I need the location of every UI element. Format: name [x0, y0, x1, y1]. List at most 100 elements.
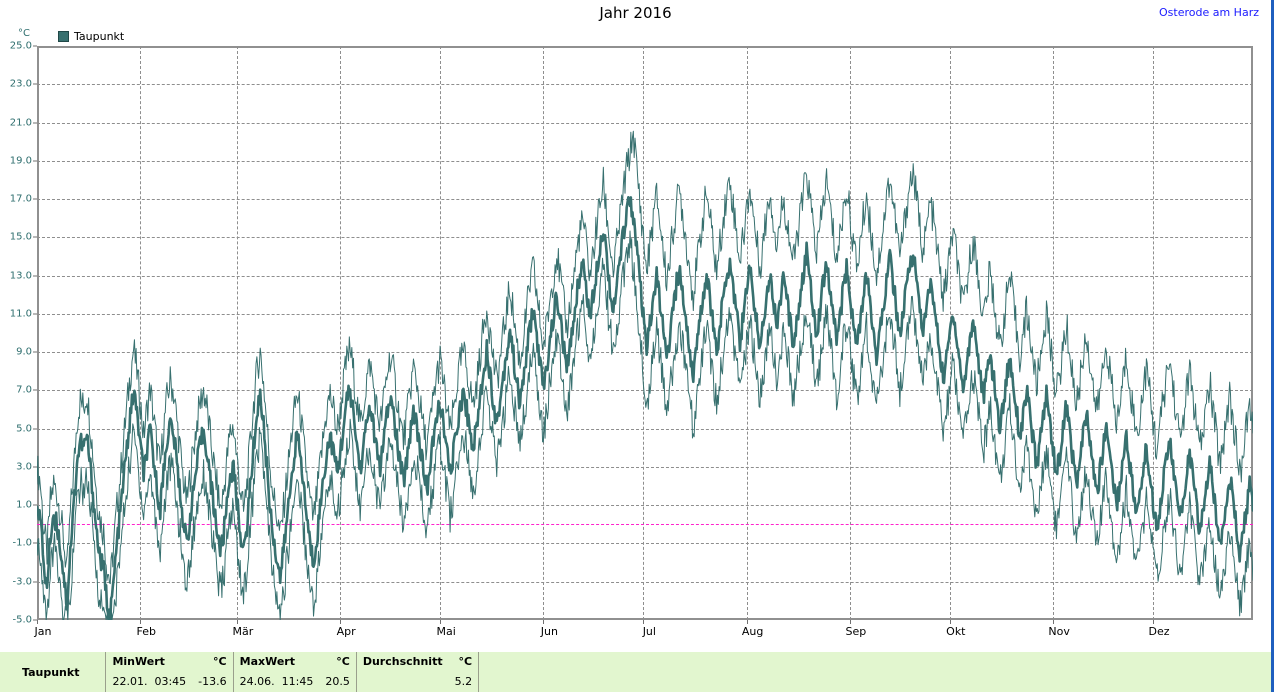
y-axis-tick-mark [33, 160, 37, 162]
x-axis-tick-mark [643, 620, 645, 624]
series-line-avg [37, 196, 1253, 620]
y-axis-tick-mark [33, 83, 37, 85]
y-axis-tick-mark [33, 45, 37, 47]
x-axis-tick-label-feb: Feb [136, 625, 157, 638]
y-axis-tick-mark [33, 504, 37, 506]
y-axis-tick-label: 3.0 [16, 461, 32, 473]
x-axis-tick-label-mai: Mai [436, 625, 456, 638]
max-header: MaxWert [232, 652, 320, 671]
gridline-vertical [340, 46, 342, 620]
gridline-horizontal [37, 352, 1253, 354]
x-axis-tick-label-aug: Aug [741, 625, 764, 638]
max-time: 11:45 [281, 675, 314, 688]
gridline-horizontal [37, 275, 1253, 277]
gridline-horizontal [37, 122, 1253, 124]
series-line-max [37, 130, 1253, 585]
avg-value: 5.2 [454, 675, 473, 688]
x-axis-tick-mark [543, 620, 545, 624]
table-value-row: 22.01. 03:45 -13.6 24.06. 11:45 20.5 5.2 [0, 671, 491, 692]
station-name-link[interactable]: Osterode am Harz [1159, 6, 1259, 19]
y-axis-tick-mark [33, 619, 37, 621]
gridline-vertical [643, 46, 645, 620]
y-axis-tick-mark [33, 198, 37, 200]
gridline-horizontal [37, 237, 1253, 239]
gridline-vertical [236, 46, 238, 620]
avg-unit-header: °C [458, 655, 473, 668]
gridline-vertical [849, 46, 851, 620]
statistics-table: Taupunkt MinWert °C MaxWert °C Durchschn… [0, 652, 492, 692]
table-header-row: Taupunkt MinWert °C MaxWert °C Durchschn… [0, 652, 492, 692]
legend-color-swatch-taupunkt [58, 31, 69, 42]
gridline-horizontal [37, 160, 1253, 162]
x-axis-tick-mark [440, 620, 442, 624]
y-axis-tick-label: 19.0 [9, 155, 32, 167]
x-axis-tick-mark [849, 620, 851, 624]
stats-trailing-cell [478, 652, 492, 692]
y-axis-tick-label: 15.0 [9, 231, 32, 243]
min-time: 03:45 [154, 675, 187, 688]
x-axis-tick-mark [140, 620, 142, 624]
y-axis-tick-mark [33, 542, 37, 544]
zero-reference-line [37, 524, 1253, 526]
gridline-horizontal [37, 581, 1253, 583]
y-axis-tick-mark [33, 428, 37, 430]
gridline-vertical [440, 46, 442, 620]
avg-spacer [355, 671, 449, 692]
y-axis-tick-mark [33, 313, 37, 315]
gridline-vertical [543, 46, 545, 620]
x-axis-tick-mark [340, 620, 342, 624]
min-header: MinWert [105, 652, 193, 671]
y-axis-unit-label: °C [18, 28, 30, 39]
max-datetime: 24.06. 11:45 [232, 671, 320, 692]
y-axis-tick-label: 23.0 [9, 78, 32, 90]
gridline-horizontal [37, 543, 1253, 545]
y-axis-tick-mark [33, 389, 37, 391]
max-date: 24.06. [239, 675, 275, 688]
x-axis-tick-mark [746, 620, 748, 624]
y-axis-tick-mark [33, 581, 37, 583]
legend-label-taupunkt: Taupunkt [74, 30, 125, 43]
stats-series-label: Taupunkt [22, 665, 80, 679]
chart-legend: Taupunkt [58, 30, 124, 43]
x-axis-tick-mark [37, 620, 38, 624]
page-title: Jahr 2016 [599, 4, 672, 22]
y-axis-tick-label: 5.0 [16, 423, 32, 435]
gridline-vertical [140, 46, 142, 620]
series-line-min [37, 230, 1253, 620]
x-axis-tick-label-mär: Mär [232, 625, 254, 638]
y-axis-tick-mark [33, 236, 37, 238]
max-unit-header: °C [336, 655, 350, 668]
max-value: 20.5 [325, 675, 350, 688]
gridline-horizontal [37, 428, 1253, 430]
x-axis-tick-label-nov: Nov [1048, 625, 1070, 638]
min-unit-header: °C [213, 655, 227, 668]
plot-area: 25.0 23.0 21.0 19.0 17.0 15.0 13.0 11.0 9.0 7.0 5.… [10, 41, 1253, 638]
gridline-horizontal [37, 84, 1253, 86]
x-axis-tick-label-jan: Jan [34, 625, 52, 638]
gridline-horizontal [37, 313, 1253, 315]
y-axis-tick-label: 25.0 [9, 40, 32, 52]
series-lines [37, 130, 1253, 620]
x-axis-tick-label-okt: Okt [946, 625, 966, 638]
y-axis-tick-label: -1.0 [12, 537, 32, 549]
min-value: -13.6 [198, 675, 227, 688]
y-axis-tick-label: 9.0 [16, 346, 32, 358]
y-axis-tick-label: -3.0 [12, 576, 32, 588]
y-axis-tick-label: 17.0 [9, 193, 32, 205]
y-axis-tick-mark [33, 351, 37, 353]
y-axis-tick-label: 21.0 [9, 117, 32, 129]
gridline-horizontal [37, 390, 1253, 392]
gridline-horizontal [37, 466, 1253, 468]
statistics-bar: Taupunkt MinWert °C MaxWert °C Durchschn… [0, 652, 1271, 692]
min-date: 22.01. [112, 675, 148, 688]
x-axis-tick-mark [236, 620, 238, 624]
gridline-vertical [1153, 46, 1155, 620]
x-axis-tick-mark [1053, 620, 1055, 624]
min-datetime: 22.01. 03:45 [105, 671, 193, 692]
x-axis-tick-mark [1153, 620, 1155, 624]
gridline-horizontal [37, 199, 1253, 201]
gridline-horizontal [37, 505, 1253, 507]
y-axis-tick-label: 13.0 [9, 270, 32, 282]
y-axis-tick-label: -5.0 [12, 614, 32, 626]
